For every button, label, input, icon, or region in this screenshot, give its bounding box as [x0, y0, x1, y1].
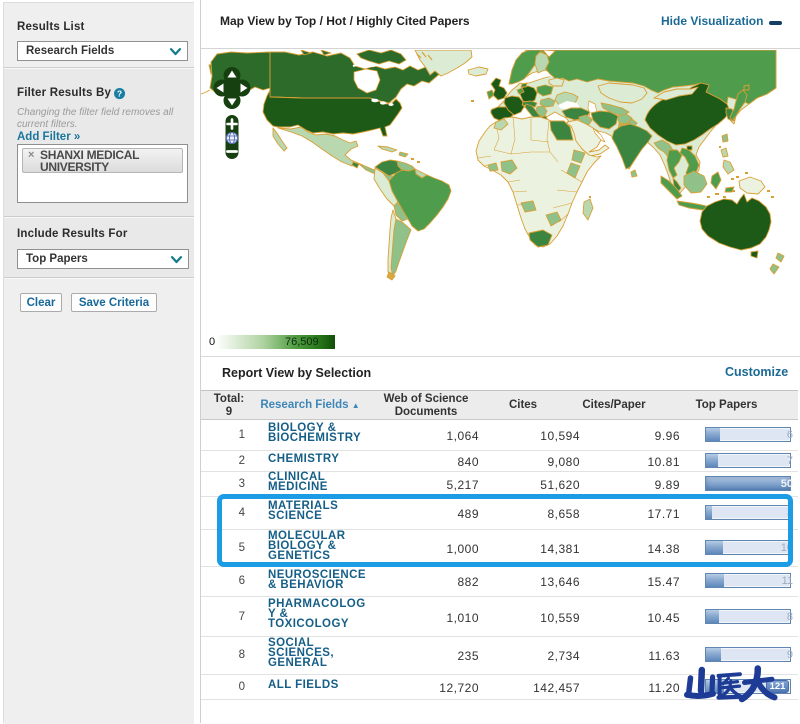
- svg-text:?: ?: [117, 88, 122, 98]
